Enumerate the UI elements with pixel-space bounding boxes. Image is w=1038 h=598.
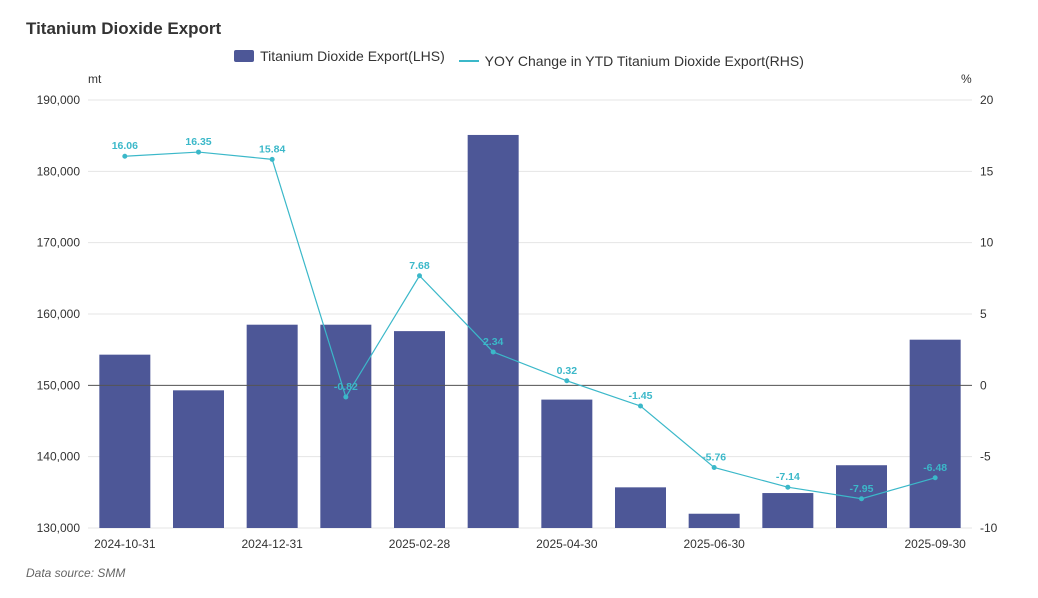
bar	[99, 354, 151, 528]
right-axis-tick-label: 5	[980, 307, 987, 321]
line-point	[859, 496, 864, 502]
left-axis-tick-label: 190,000	[37, 93, 81, 107]
line-point	[196, 149, 201, 155]
line-point	[564, 378, 570, 384]
bar	[173, 390, 224, 528]
line-point	[638, 403, 643, 409]
right-axis-tick-label: -5	[980, 450, 991, 464]
left-axis-tick-label: 150,000	[37, 378, 81, 392]
line-point	[417, 273, 422, 279]
left-axis-tick-label: 160,000	[37, 307, 81, 321]
bar	[688, 513, 740, 528]
x-axis-tick-label: 2025-06-30	[683, 537, 745, 551]
right-axis-tick-label: 0	[980, 378, 987, 392]
line-point	[711, 465, 717, 471]
left-axis-tick-label: 130,000	[37, 521, 81, 535]
axis-layer: 130,000 140,000 150,000 160,000 170,000 180,0…	[37, 72, 998, 551]
data-label: 0.32	[557, 365, 578, 377]
legend-item-bars[interactable]: Titanium Dioxide Export(LHS)	[234, 48, 445, 64]
right-axis-tick-label: -10	[980, 521, 998, 535]
legend-label-line: YOY Change in YTD Titanium Dioxide Expor…	[484, 53, 804, 69]
data-label: 2.34	[483, 336, 504, 348]
data-label: 16.06	[112, 140, 138, 152]
data-label: -1.45	[629, 390, 653, 402]
line-point	[269, 156, 275, 162]
line-point	[122, 153, 128, 159]
legend-bar-swatch	[234, 50, 255, 62]
bar	[762, 493, 814, 528]
data-label: 15.84	[259, 143, 285, 155]
data-label: 7.68	[409, 260, 430, 272]
bar	[246, 324, 298, 528]
right-axis-tick-label: 10	[980, 236, 994, 250]
x-axis-tick-label: 2024-10-31	[94, 537, 156, 551]
data-label: -0.82	[334, 381, 358, 393]
data-label: -7.14	[776, 471, 800, 483]
left-axis-tick-label: 180,000	[37, 164, 81, 178]
series-line	[124, 151, 936, 500]
legend-item-line[interactable]: YOY Change in YTD Titanium Dioxide Expor…	[458, 53, 804, 69]
x-axis-tick-label: 2024-12-31	[241, 537, 303, 551]
bar	[467, 134, 519, 528]
data-label: -5.76	[702, 452, 726, 464]
bar	[541, 399, 593, 528]
legend-line-swatch	[458, 60, 479, 62]
bar	[320, 324, 372, 528]
line-point	[343, 394, 349, 400]
x-axis-tick-label: 2025-09-30	[904, 537, 966, 551]
left-axis-tick-label: 170,000	[37, 236, 81, 250]
right-axis-tick-label: 20	[980, 93, 994, 107]
right-axis-unit: %	[961, 72, 972, 86]
bar	[615, 487, 666, 528]
left-axis-tick-label: 140,000	[37, 450, 81, 464]
x-axis-tick-label: 2025-04-30	[536, 537, 598, 551]
bar	[394, 331, 445, 528]
data-source-note: Data source: SMM	[26, 566, 126, 580]
legend: Titanium Dioxide Export(LHS) YOY Change …	[0, 48, 1038, 69]
x-axis-tick-label: 2025-02-28	[389, 537, 451, 551]
legend-label-bars: Titanium Dioxide Export(LHS)	[260, 48, 445, 64]
left-axis-unit: mt	[88, 72, 102, 86]
bar	[909, 339, 961, 528]
line-point	[490, 349, 496, 355]
bar-layer	[99, 134, 961, 528]
chart-title: Titanium Dioxide Export	[26, 19, 222, 38]
label-layer: 16.06 16.35 15.84 -0.82 7.68 2.34 0.32 -1.45 -5.…	[112, 136, 948, 495]
line-point	[785, 484, 791, 490]
right-axis-tick-label: 15	[980, 164, 994, 178]
data-label: -7.95	[850, 483, 874, 495]
line-layer	[122, 149, 938, 502]
data-label: 16.35	[185, 136, 211, 148]
data-label: -6.48	[923, 462, 947, 474]
line-point	[932, 475, 938, 481]
